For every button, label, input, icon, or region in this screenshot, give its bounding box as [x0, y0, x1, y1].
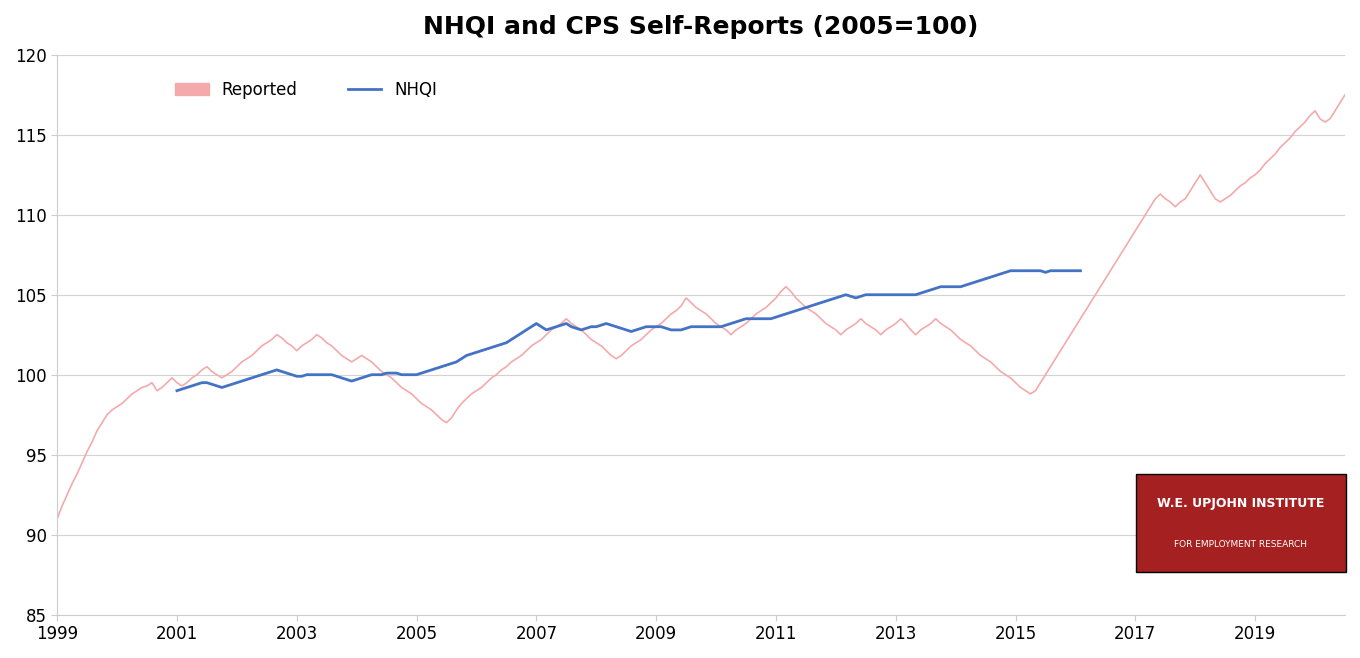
NHQI [1072, 266, 1088, 274]
FancyBboxPatch shape [1136, 474, 1346, 572]
NHQI [578, 324, 594, 332]
Reported [1193, 171, 1209, 179]
Line: NHQI: NHQI [177, 270, 1080, 391]
NHQI [169, 387, 185, 395]
NHQI [1002, 266, 1019, 274]
Text: W.E. UPJOHN INSTITUTE: W.E. UPJOHN INSTITUTE [1157, 497, 1325, 510]
Reported [228, 363, 245, 370]
Reported [1117, 243, 1133, 251]
NHQI [623, 328, 639, 336]
Title: NHQI and CPS Self-Reports (2005=100): NHQI and CPS Self-Reports (2005=100) [423, 15, 979, 39]
Reported [49, 515, 65, 522]
Line: Reported: Reported [57, 90, 1360, 519]
Text: FOR EMPLOYMENT RESEARCH: FOR EMPLOYMENT RESEARCH [1175, 540, 1307, 549]
Reported [1027, 387, 1043, 395]
NHQI [617, 326, 634, 334]
Reported [309, 331, 325, 339]
NHQI [533, 323, 549, 331]
Reported [1342, 86, 1359, 94]
NHQI [468, 348, 484, 356]
Legend: Reported, NHQI: Reported, NHQI [169, 74, 443, 106]
Reported [548, 323, 564, 331]
NHQI [748, 315, 764, 322]
